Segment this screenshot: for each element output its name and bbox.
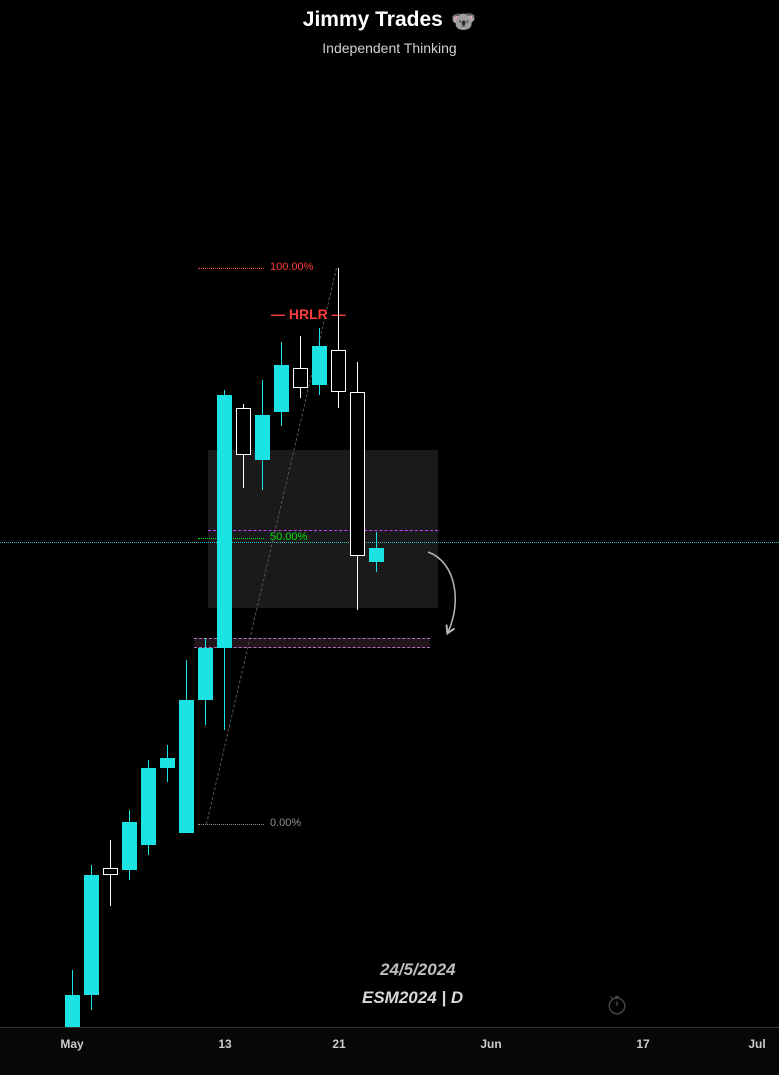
x-tick-label: Jun xyxy=(480,1037,501,1051)
x-tick-label: May xyxy=(60,1037,83,1051)
x-tick-label: 13 xyxy=(218,1037,231,1051)
fib-level-label: 50.00% xyxy=(270,531,307,543)
fib-level-line xyxy=(198,824,264,825)
x-tick-label: 17 xyxy=(636,1037,649,1051)
purple-dashed-level xyxy=(208,530,438,531)
fib-level-label: 0.00% xyxy=(270,817,301,829)
hrlr-label: — HRLR — xyxy=(271,306,346,322)
x-tick-label: 21 xyxy=(332,1037,345,1051)
x-tick-label: Jul xyxy=(748,1037,765,1051)
candlestick-chart[interactable]: 100.00% 50.00% 0.00% — HRLR — 24/5/2024 ES… xyxy=(0,0,779,1075)
hrlr-text: HRLR xyxy=(289,306,328,322)
fib-level-label: 100.00% xyxy=(270,261,313,273)
fib-level-line xyxy=(198,268,264,269)
x-axis-background xyxy=(0,1028,779,1075)
chart-date-label: 24/5/2024 xyxy=(380,960,456,980)
chart-symbol-label: ESM2024 | D xyxy=(362,988,463,1008)
replay-timer-icon[interactable] xyxy=(606,994,628,1016)
